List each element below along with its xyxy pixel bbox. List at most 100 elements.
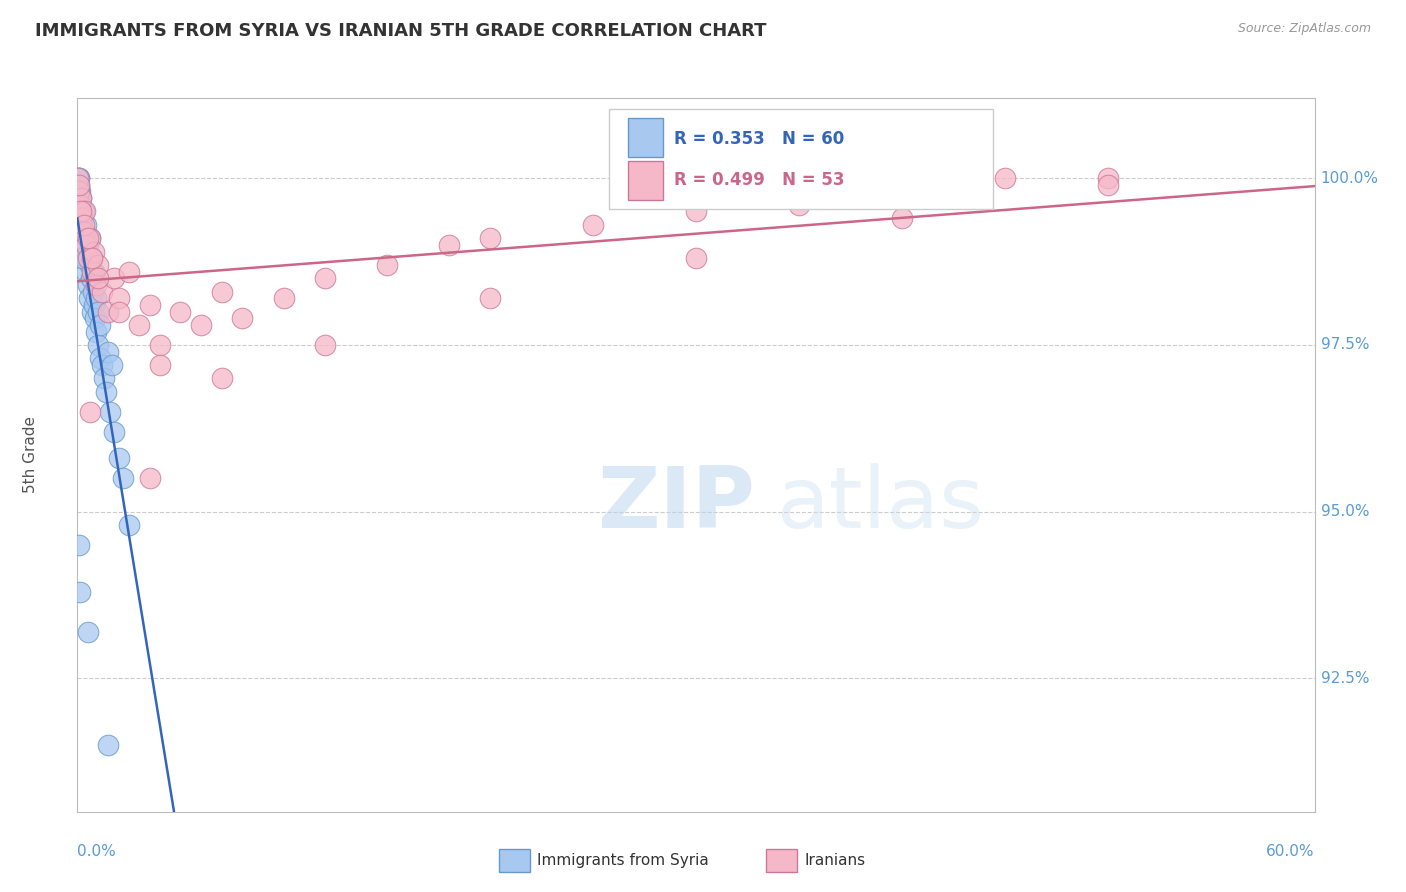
Point	[69, 204, 91, 219]
Point	[685, 251, 707, 265]
Point	[97, 738, 120, 752]
Point	[128, 318, 150, 332]
Point	[103, 425, 125, 439]
Point	[685, 204, 707, 219]
Point	[1097, 178, 1119, 192]
Point	[994, 171, 1017, 186]
Point	[93, 371, 115, 385]
Point	[80, 271, 103, 285]
Point	[96, 384, 118, 399]
Point	[84, 325, 107, 339]
Text: ZIP: ZIP	[598, 463, 755, 547]
Text: 60.0%: 60.0%	[1267, 844, 1315, 859]
Point	[80, 264, 103, 278]
Text: Iranians: Iranians	[804, 854, 865, 868]
Point	[138, 471, 160, 485]
Point	[107, 451, 129, 466]
Point	[83, 244, 105, 259]
Point	[67, 178, 90, 192]
Point	[69, 198, 91, 212]
Point	[211, 371, 233, 385]
Point	[87, 304, 110, 318]
Point	[1097, 171, 1119, 186]
Point	[75, 218, 97, 232]
Point	[67, 178, 90, 192]
Point	[67, 185, 90, 199]
Point	[149, 358, 172, 372]
Point	[84, 291, 107, 305]
Text: Source: ZipAtlas.com: Source: ZipAtlas.com	[1237, 22, 1371, 36]
Point	[69, 185, 91, 199]
Point	[478, 291, 501, 305]
Bar	[628, 118, 662, 157]
FancyBboxPatch shape	[609, 109, 993, 209]
Point	[787, 198, 810, 212]
Point	[103, 271, 125, 285]
Point	[73, 231, 96, 245]
Point	[190, 318, 212, 332]
Point	[314, 271, 336, 285]
Point	[91, 358, 114, 372]
Point	[77, 291, 100, 305]
Point	[83, 264, 105, 278]
Point	[478, 231, 501, 245]
Point	[84, 277, 107, 292]
Bar	[628, 161, 662, 200]
Point	[73, 251, 96, 265]
Point	[69, 198, 91, 212]
Point	[76, 624, 98, 639]
Point	[97, 304, 120, 318]
Point	[375, 258, 398, 272]
Text: 95.0%: 95.0%	[1320, 504, 1369, 519]
Point	[76, 277, 98, 292]
Point	[67, 185, 90, 199]
Point	[75, 237, 97, 252]
Point	[87, 258, 110, 272]
Point	[582, 218, 605, 232]
Point	[72, 218, 94, 232]
Point	[891, 185, 914, 199]
Point	[67, 538, 90, 552]
Point	[72, 237, 94, 252]
Text: IMMIGRANTS FROM SYRIA VS IRANIAN 5TH GRADE CORRELATION CHART: IMMIGRANTS FROM SYRIA VS IRANIAN 5TH GRA…	[35, 22, 766, 40]
Point	[73, 204, 96, 219]
Point	[83, 311, 105, 326]
Point	[70, 218, 93, 232]
Point	[76, 251, 98, 265]
Point	[76, 244, 98, 259]
Point	[70, 191, 93, 205]
Text: 0.0%: 0.0%	[77, 844, 117, 859]
Point	[107, 291, 129, 305]
Point	[72, 211, 94, 226]
Point	[72, 225, 94, 239]
Point	[79, 258, 101, 272]
Text: 97.5%: 97.5%	[1320, 337, 1369, 352]
Point	[67, 171, 90, 186]
Point	[82, 285, 104, 299]
Point	[89, 318, 111, 332]
Point	[69, 198, 91, 212]
Point	[69, 204, 91, 219]
Point	[87, 271, 110, 285]
Point	[67, 171, 90, 186]
Point	[67, 171, 90, 186]
Point	[80, 251, 103, 265]
Point	[98, 404, 121, 418]
Point	[67, 171, 90, 186]
Text: R = 0.499   N = 53: R = 0.499 N = 53	[673, 171, 844, 189]
Point	[231, 311, 253, 326]
Point	[87, 338, 110, 352]
Point	[70, 237, 93, 252]
Text: 5th Grade: 5th Grade	[22, 417, 38, 493]
Point	[70, 218, 93, 232]
Point	[76, 231, 98, 245]
Point	[70, 225, 93, 239]
Point	[169, 304, 191, 318]
Point	[79, 231, 101, 245]
Point	[70, 204, 93, 219]
Text: 100.0%: 100.0%	[1320, 170, 1379, 186]
Point	[72, 251, 94, 265]
Point	[97, 344, 120, 359]
Point	[101, 358, 124, 372]
Point	[437, 237, 460, 252]
